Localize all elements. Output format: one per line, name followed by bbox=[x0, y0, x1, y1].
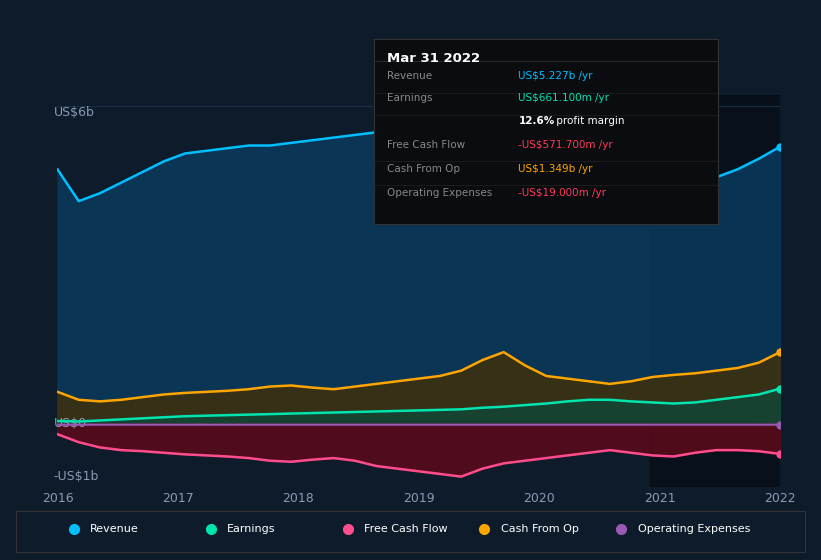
Text: Mar 31 2022: Mar 31 2022 bbox=[388, 52, 480, 65]
Text: US$0: US$0 bbox=[54, 417, 87, 430]
Text: US$661.100m /yr: US$661.100m /yr bbox=[518, 94, 609, 104]
Text: Revenue: Revenue bbox=[388, 71, 433, 81]
Text: Cash From Op: Cash From Op bbox=[388, 164, 461, 174]
Text: Operating Expenses: Operating Expenses bbox=[388, 188, 493, 198]
Text: profit margin: profit margin bbox=[553, 115, 624, 125]
Text: -US$1b: -US$1b bbox=[54, 470, 99, 483]
Text: -US$571.700m /yr: -US$571.700m /yr bbox=[518, 139, 613, 150]
Text: Revenue: Revenue bbox=[90, 524, 139, 534]
Text: Free Cash Flow: Free Cash Flow bbox=[388, 139, 466, 150]
Text: Earnings: Earnings bbox=[227, 524, 276, 534]
Bar bbox=[16, 511, 805, 552]
Text: Operating Expenses: Operating Expenses bbox=[638, 524, 750, 534]
Text: -US$19.000m /yr: -US$19.000m /yr bbox=[518, 188, 607, 198]
Text: Free Cash Flow: Free Cash Flow bbox=[364, 524, 447, 534]
Bar bbox=[650, 95, 780, 487]
Text: Earnings: Earnings bbox=[388, 94, 433, 104]
Text: US$5.227b /yr: US$5.227b /yr bbox=[518, 71, 593, 81]
Text: 12.6%: 12.6% bbox=[518, 115, 555, 125]
Text: US$1.349b /yr: US$1.349b /yr bbox=[518, 164, 593, 174]
Text: Cash From Op: Cash From Op bbox=[501, 524, 579, 534]
Text: US$6b: US$6b bbox=[54, 106, 94, 119]
